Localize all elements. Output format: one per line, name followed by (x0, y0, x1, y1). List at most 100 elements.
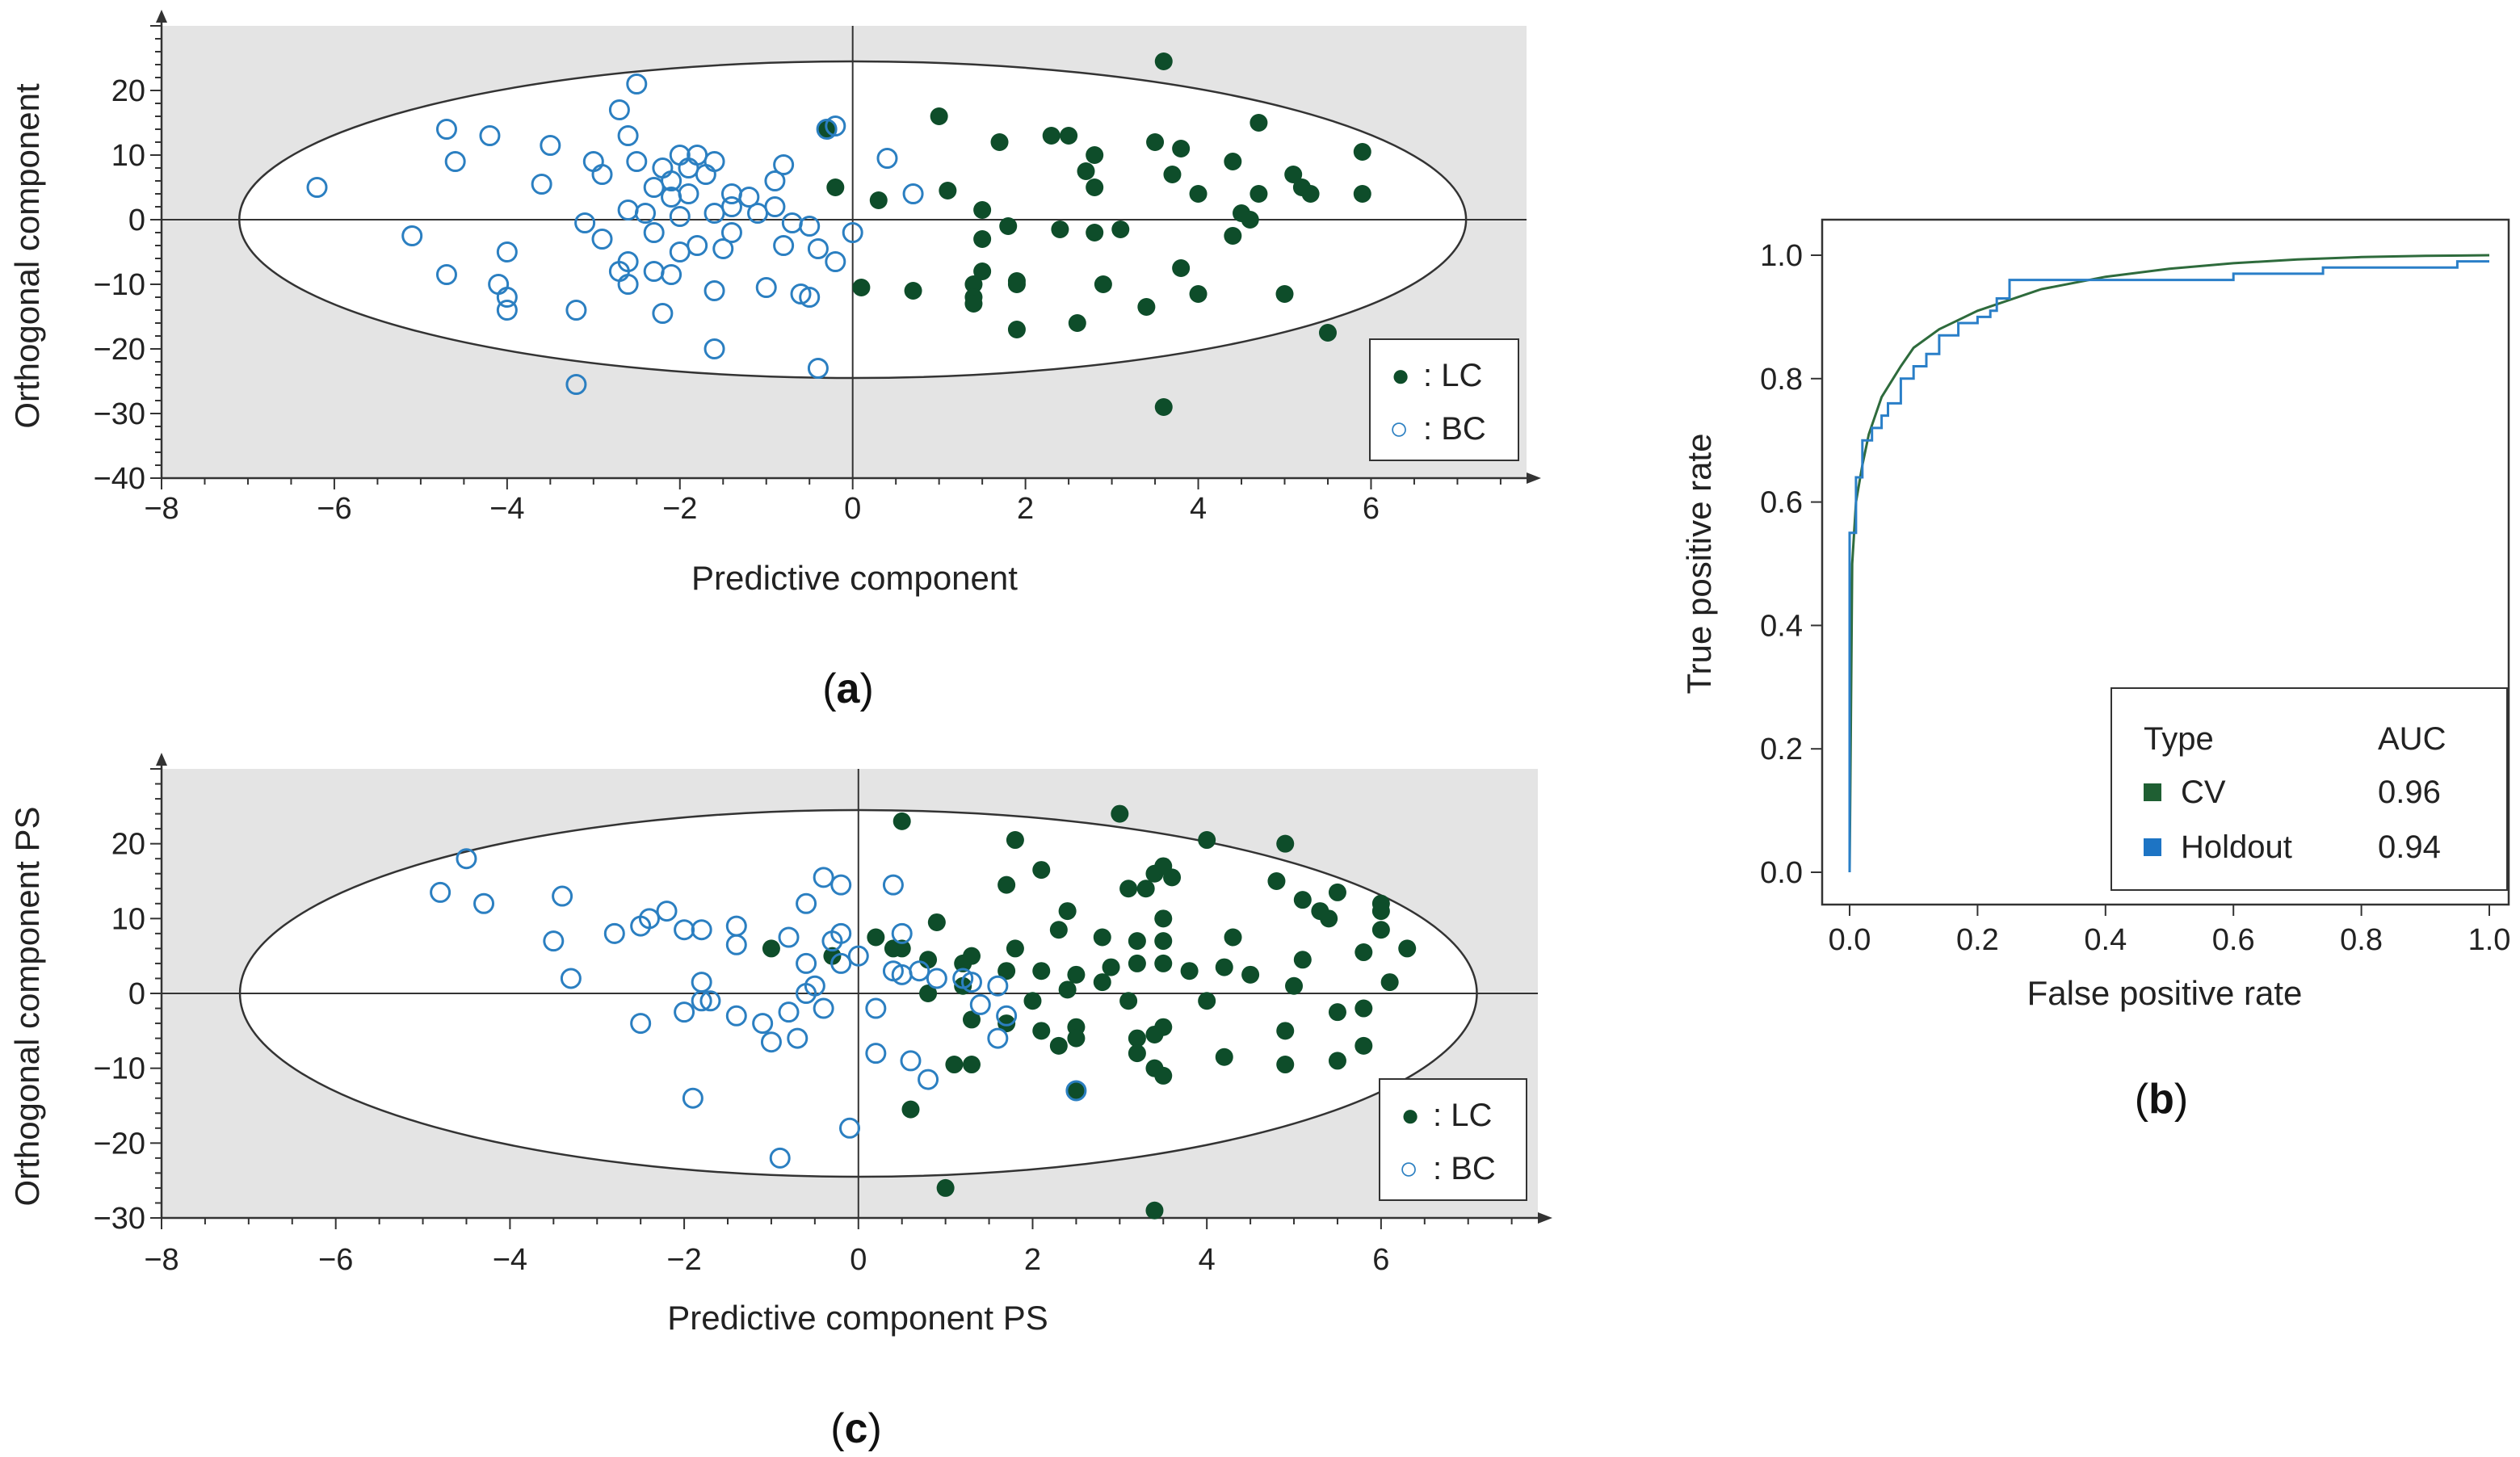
panel-a-legend-box (1369, 338, 1519, 461)
c-point-lc (962, 1056, 981, 1074)
a-point-lc (1111, 220, 1130, 238)
a-point-lc (1007, 275, 1026, 293)
panel-b-legend-type-header: Type (2144, 721, 2214, 757)
c-point-bc (969, 993, 991, 1015)
a-point-lc (1353, 185, 1371, 203)
c-point-lc (1293, 951, 1312, 969)
panel-c-legend-lc-symbol: ● (1401, 1098, 1420, 1133)
c-point-lc (1354, 943, 1373, 962)
a-y-tick-label: −40 (94, 462, 145, 496)
c-point-lc (1328, 1052, 1346, 1070)
c-point-lc (1154, 954, 1173, 972)
c-point-lc (1093, 973, 1111, 992)
c-point-lc (1311, 902, 1329, 921)
c-point-bc (821, 930, 843, 952)
a-point-bc (565, 300, 587, 321)
c-point-lc (867, 928, 885, 947)
a-point-bc (661, 187, 682, 208)
c-y-tick-label: 10 (111, 902, 145, 936)
c-point-lc (1049, 1036, 1068, 1055)
panel-c-legend-box (1379, 1078, 1527, 1201)
a-point-lc (1301, 185, 1320, 203)
a-point-bc (591, 229, 613, 250)
a-point-bc (695, 164, 716, 185)
a-point-bc (401, 225, 423, 246)
c-point-lc (1067, 965, 1086, 984)
c-point-lc (892, 812, 911, 830)
a-point-bc (591, 164, 613, 185)
a-point-bc (799, 287, 821, 308)
a-point-bc (773, 154, 795, 175)
a-point-lc (964, 275, 983, 293)
c-point-bc (796, 952, 817, 974)
c-point-lc (962, 1010, 981, 1029)
a-point-bc (790, 283, 812, 304)
a-point-lc (1077, 162, 1095, 180)
c-point-bc (813, 867, 834, 888)
a-point-lc (973, 230, 992, 248)
c-point-lc (1136, 880, 1155, 898)
c-point-lc (1049, 921, 1068, 939)
c-point-bc (769, 1147, 791, 1169)
panel-b-x-axis-label: False positive rate (2027, 974, 2303, 1012)
c-point-lc (919, 951, 938, 969)
a-x-axis-arrow (1527, 472, 1541, 484)
c-point-lc (1180, 962, 1199, 980)
a-point-bc (764, 196, 786, 217)
a-point-lc (973, 201, 992, 219)
c-point-bc (691, 972, 712, 993)
a-point-lc (1154, 52, 1173, 70)
a-point-bc (669, 206, 691, 227)
a-point-bc (444, 151, 466, 172)
c-point-lc (962, 947, 981, 965)
a-point-lc (1086, 224, 1104, 241)
c-point-lc (1006, 939, 1024, 958)
c-x-tick-label: 6 (1372, 1243, 1389, 1277)
panel-b-legend-cv-auc: 0.96 (2378, 775, 2441, 810)
a-point-lc (1068, 314, 1086, 332)
a-x-tick-label: 6 (1363, 492, 1380, 526)
a-point-lc (904, 282, 922, 300)
a-point-lc (869, 191, 888, 209)
a-point-bc (661, 264, 682, 285)
a-point-lc (1172, 259, 1191, 277)
c-point-lc (1128, 1029, 1146, 1048)
roc-panel-b: 0.0 0.2 0.4 0.6 0.8 1.0 0.0 0.2 0.4 0.6 0.8 1.0 Fal… (1680, 218, 2510, 1123)
c-point-bc (760, 1031, 782, 1053)
c-point-bc (778, 1001, 800, 1023)
c-point-bc (603, 922, 625, 944)
a-point-bc (652, 303, 674, 324)
c-point-bc (839, 1117, 860, 1139)
a-point-lc (1353, 143, 1371, 161)
c-point-lc (1128, 932, 1146, 951)
a-point-bc (574, 212, 596, 233)
a-point-bc (902, 183, 924, 204)
a-point-lc (999, 217, 1018, 235)
c-point-lc (1023, 992, 1042, 1010)
a-point-lc (1241, 211, 1259, 229)
c-point-lc (1241, 965, 1260, 984)
a-x-tick-label: −4 (489, 492, 524, 526)
c-point-bc (882, 960, 904, 982)
a-point-bc (435, 264, 457, 285)
a-point-bc (842, 222, 863, 243)
a-point-bc (669, 241, 691, 262)
c-point-lc (1128, 954, 1146, 972)
c-point-lc (936, 1178, 955, 1197)
c-point-lc (1032, 1022, 1051, 1040)
c-x-tick-label: −2 (666, 1243, 701, 1277)
c-point-lc (1267, 872, 1286, 890)
a-point-bc (773, 235, 795, 256)
a-y-axis-arrow (156, 10, 167, 23)
panel-a-legend-lc-label: : LC (1423, 358, 1482, 393)
a-point-bc (738, 187, 760, 208)
a-point-lc (973, 262, 992, 280)
c-point-lc (1067, 1081, 1086, 1100)
a-point-lc (1007, 321, 1026, 338)
c-point-bc (656, 901, 678, 922)
a-point-bc (496, 287, 518, 308)
c-x-tick-label: 4 (1199, 1243, 1216, 1277)
panel-c-legend-lc-label: : LC (1433, 1098, 1492, 1133)
b-y-tick-label: 0.8 (1760, 363, 1803, 397)
